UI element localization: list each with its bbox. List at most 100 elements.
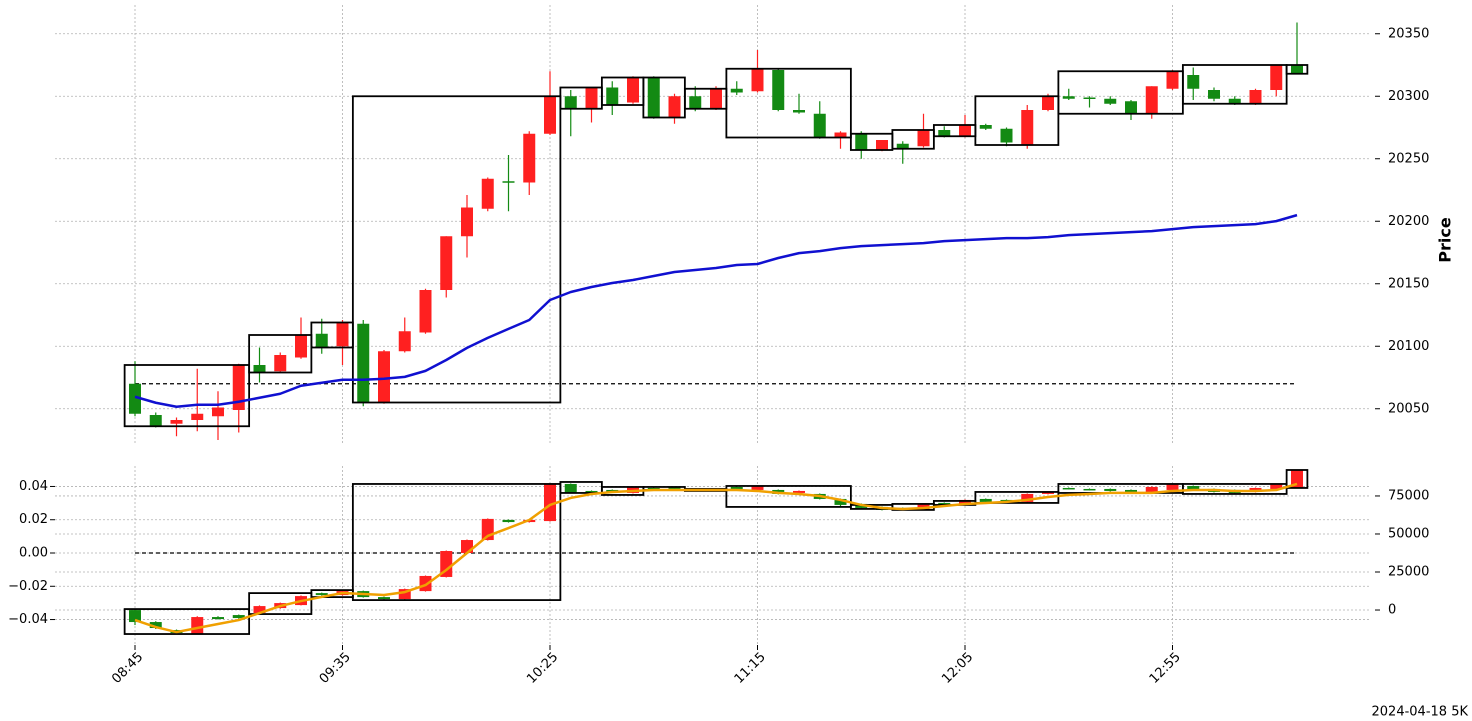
- candle-body: [232, 615, 245, 619]
- candle-body: [253, 365, 266, 373]
- y2-tick-label: 0: [1388, 603, 1396, 618]
- candle-body: [1104, 488, 1117, 491]
- y-tick-label: 0.04: [19, 479, 48, 494]
- candle-body: [896, 143, 909, 149]
- candle-body: [398, 331, 411, 352]
- candle-body: [834, 132, 847, 138]
- candle-body: [1062, 487, 1075, 490]
- candle-body: [1083, 97, 1096, 99]
- candle-body: [1166, 483, 1179, 490]
- y2-tick-label: 75000: [1388, 488, 1429, 503]
- y2-tick-label: 25000: [1388, 565, 1429, 580]
- y-tick-label: 20250: [1388, 151, 1429, 166]
- candle-body: [730, 486, 743, 489]
- candle-body: [876, 140, 888, 150]
- candle-body: [357, 323, 370, 403]
- candle-body: [398, 589, 411, 600]
- candle-body: [1228, 98, 1241, 104]
- candle-body: [979, 125, 992, 129]
- candle-body: [793, 490, 805, 493]
- range-box: [1285, 469, 1309, 489]
- candle-body: [1270, 65, 1283, 90]
- candle-body: [917, 130, 930, 147]
- y-tick-label: 20350: [1388, 26, 1429, 41]
- y-tick-label: 20200: [1388, 214, 1429, 229]
- candle-body: [855, 133, 868, 150]
- candle-body: [1000, 128, 1013, 143]
- candle-body: [191, 413, 204, 420]
- candle-body: [295, 335, 307, 358]
- range-box: [351, 95, 562, 404]
- range-box: [974, 491, 1060, 504]
- candle-body: [149, 415, 162, 427]
- candle-body: [1249, 90, 1262, 104]
- range-box: [974, 95, 1060, 146]
- candle-body: [378, 351, 390, 403]
- candle-body: [1042, 96, 1054, 110]
- candle-body: [627, 77, 639, 103]
- candle-body: [710, 88, 722, 109]
- candle-body: [1187, 485, 1200, 490]
- candle-body: [793, 110, 805, 113]
- candle-body: [1270, 483, 1283, 489]
- candle-body: [751, 485, 764, 490]
- candle-body: [938, 502, 951, 505]
- candle-body: [668, 486, 681, 489]
- candle-body: [689, 96, 702, 109]
- y-tick-label: −0.04: [8, 612, 48, 627]
- candle-body: [149, 622, 162, 629]
- candle-body: [1042, 491, 1054, 494]
- range-box: [248, 592, 313, 615]
- candle-body: [1021, 493, 1034, 502]
- line-series: [134, 482, 1298, 634]
- range-box: [891, 129, 935, 150]
- candle-body: [730, 88, 743, 93]
- range-box: [123, 364, 251, 428]
- candle-body: [1208, 90, 1220, 99]
- candle-body: [647, 77, 660, 118]
- candle-body: [1145, 86, 1158, 114]
- candle-body: [191, 617, 204, 635]
- candle-body: [440, 551, 453, 577]
- candle-body: [232, 365, 245, 410]
- range-box: [1181, 483, 1288, 495]
- candle-body: [544, 96, 556, 134]
- candle-body: [813, 113, 826, 138]
- y-tick-label: 20100: [1388, 339, 1429, 354]
- range-box: [248, 334, 313, 374]
- y2-tick-label: 50000: [1388, 526, 1429, 541]
- candle-body: [544, 483, 556, 522]
- candle-body: [274, 355, 287, 372]
- candle-body: [1062, 96, 1075, 99]
- candle-body: [502, 519, 515, 523]
- range-box: [123, 608, 251, 635]
- candle-body: [772, 70, 785, 110]
- candle-body: [1166, 71, 1179, 89]
- candle-body: [1291, 469, 1303, 488]
- candle-body: [212, 407, 224, 417]
- candle-body: [378, 597, 390, 600]
- candle-body: [129, 610, 141, 623]
- candle-body: [751, 68, 764, 92]
- y-tick-label: 0.00: [19, 546, 48, 561]
- candle-body: [1083, 488, 1096, 491]
- candle-body: [959, 499, 971, 505]
- y-tick-label: 0.02: [19, 512, 48, 527]
- candle-body: [1104, 98, 1117, 104]
- candle-body: [315, 333, 328, 348]
- y-tick-label: −0.02: [8, 579, 48, 594]
- candle-body: [959, 125, 971, 137]
- candle-body: [564, 96, 577, 109]
- candle-body: [585, 490, 598, 493]
- candle-body: [336, 322, 349, 347]
- candle-body: [1021, 110, 1034, 145]
- candle-body: [1187, 75, 1200, 89]
- candle-body: [979, 498, 992, 502]
- candle-body: [606, 87, 619, 105]
- candle-body: [938, 130, 951, 137]
- line-series: [134, 213, 1298, 408]
- candle-body: [1291, 65, 1303, 74]
- y-tick-label: 20050: [1388, 401, 1429, 416]
- candle-body: [1145, 486, 1158, 492]
